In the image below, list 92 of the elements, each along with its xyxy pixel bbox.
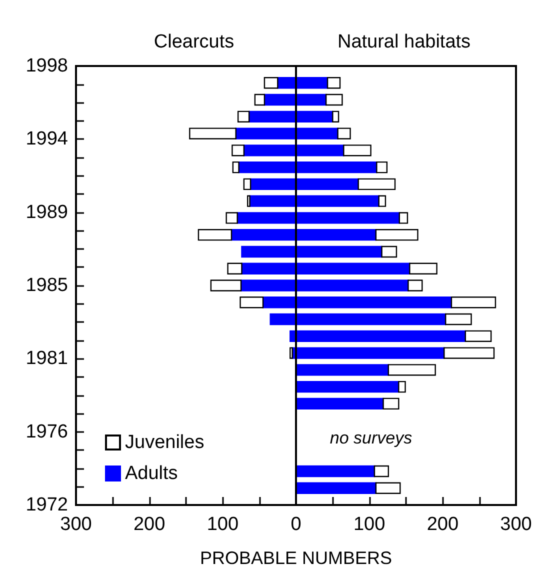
bar	[241, 246, 297, 258]
annotation: no surveys	[330, 428, 413, 448]
bar	[243, 144, 297, 156]
bar	[189, 128, 236, 140]
bar	[248, 110, 297, 122]
bar	[240, 280, 297, 292]
bar	[227, 262, 242, 274]
x-tick-label: 200	[426, 514, 459, 535]
bar	[295, 128, 338, 140]
y-tick-label: 1972	[26, 494, 68, 516]
bar	[226, 212, 238, 224]
bar	[295, 380, 400, 393]
bar	[250, 178, 297, 190]
x-tick-label: 200	[133, 514, 166, 535]
bar	[409, 262, 438, 274]
bar	[295, 110, 334, 122]
bar	[343, 144, 372, 156]
bar	[295, 280, 409, 292]
bar	[375, 482, 401, 494]
text: Natural habitats	[337, 32, 471, 52]
bar	[270, 313, 297, 326]
bar	[295, 144, 344, 156]
bar	[290, 347, 293, 359]
bar	[295, 262, 410, 274]
bar	[376, 161, 388, 174]
y-tick-label: 1998	[26, 56, 68, 76]
bar	[243, 178, 252, 190]
bar	[398, 212, 408, 224]
legend-label: Adults	[125, 463, 178, 484]
bar	[444, 347, 495, 359]
bar	[236, 212, 297, 224]
bar	[295, 77, 328, 89]
y-tick-label: 1976	[26, 421, 68, 442]
bar	[295, 161, 378, 174]
bar	[241, 262, 297, 274]
bar	[408, 280, 423, 292]
bar	[388, 364, 436, 376]
bar	[295, 178, 359, 190]
bar	[295, 330, 466, 342]
bar	[249, 195, 297, 207]
bar	[378, 195, 386, 207]
bar	[295, 212, 400, 224]
bar	[464, 330, 492, 342]
x-tick-label: 300	[500, 514, 532, 535]
bar	[295, 296, 452, 308]
x-axis-title: PROBABLE NUMBERS	[200, 548, 392, 568]
bar	[295, 482, 377, 494]
x-tick-label: 100	[353, 514, 386, 535]
bar	[337, 128, 351, 140]
bar	[237, 110, 250, 122]
bar	[235, 128, 297, 140]
bar	[295, 229, 377, 241]
text: Clearcuts	[154, 32, 234, 52]
bar	[238, 161, 297, 174]
bar	[247, 195, 250, 207]
bar	[295, 94, 327, 106]
y-tick-label: 1981	[26, 348, 68, 370]
bar	[264, 77, 278, 89]
y-tick-label: 1994	[26, 128, 68, 150]
x-tick-label: 300	[60, 514, 92, 535]
bar	[210, 280, 242, 292]
y-tick-label: 1989	[26, 202, 68, 223]
bar	[295, 465, 376, 478]
bar	[254, 94, 266, 106]
bar	[264, 94, 297, 106]
bar	[295, 398, 384, 410]
bar	[262, 296, 297, 308]
bar	[381, 246, 398, 258]
bar	[374, 465, 389, 478]
bar	[295, 313, 446, 326]
bar	[450, 296, 496, 308]
x-tick-label: 100	[206, 514, 239, 535]
bar	[232, 144, 245, 156]
x-tick-label: 0	[290, 514, 302, 535]
bar	[240, 296, 264, 308]
bar	[230, 229, 297, 241]
bar	[358, 178, 396, 190]
bar	[398, 380, 406, 393]
bar	[332, 110, 340, 122]
bar	[445, 313, 472, 326]
bar	[295, 347, 445, 359]
bar	[325, 94, 343, 106]
bar	[295, 364, 389, 376]
legend-label: Juveniles	[125, 432, 204, 453]
bar	[326, 77, 341, 89]
bar	[382, 398, 400, 410]
bar	[295, 246, 382, 258]
y-tick-label: 1985	[26, 275, 68, 296]
bar	[375, 229, 418, 241]
bar	[295, 195, 380, 207]
bar	[232, 161, 240, 174]
bar	[198, 229, 232, 241]
